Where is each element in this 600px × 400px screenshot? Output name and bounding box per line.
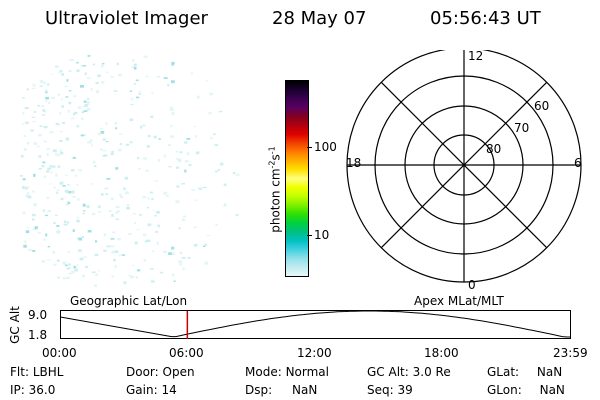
altitude-curve bbox=[60, 310, 571, 338]
polar-plot: 12 18 6 0 60 70 80 bbox=[346, 50, 582, 292]
info-seq: Seq: 39 bbox=[367, 383, 413, 397]
colorbar-label: photon cm-2s-1 bbox=[268, 115, 283, 265]
colorbar-tick-10 bbox=[307, 235, 312, 236]
gcalt-value: 3.0 Re bbox=[412, 365, 451, 379]
colorbar-tick-100 bbox=[307, 147, 312, 148]
timeline-right-label: Apex MLat/MLT bbox=[414, 294, 504, 308]
info-ip: IP: 36.0 bbox=[10, 383, 55, 397]
timeline-tick-1800: 18:00 bbox=[424, 346, 459, 360]
colorbar-label-s: s bbox=[268, 154, 283, 161]
gain-value: 14 bbox=[161, 383, 177, 397]
date-label: 28 May 07 bbox=[272, 8, 367, 29]
glon-label: GLon: bbox=[487, 383, 522, 397]
gcalt-label: GC Alt: bbox=[367, 365, 409, 379]
ip-value: 36.0 bbox=[28, 383, 56, 397]
door-label: Door: bbox=[126, 365, 159, 379]
colorbar-tick-label-10: 10 bbox=[314, 228, 330, 242]
colorbar-gradient bbox=[286, 81, 308, 276]
polar-line-diag2 bbox=[380, 81, 548, 249]
info-dsp: Dsp: NaN bbox=[245, 383, 317, 397]
mlt-label-6: 6 bbox=[574, 156, 582, 170]
ip-label: IP: bbox=[10, 383, 25, 397]
door-value: Open bbox=[162, 365, 195, 379]
info-gain: Gain: 14 bbox=[126, 383, 177, 397]
timeline-y-bottom: 1.8 bbox=[28, 328, 48, 342]
mlt-label-0: 0 bbox=[468, 278, 476, 292]
timeline-y-top: 9.0 bbox=[28, 308, 48, 322]
colorbar bbox=[285, 80, 309, 277]
colorbar-tick-label-100: 100 bbox=[314, 140, 337, 154]
colorbar-label-exp2: -1 bbox=[267, 146, 277, 155]
mlt-label-18: 18 bbox=[346, 156, 361, 170]
seq-value: 39 bbox=[397, 383, 413, 397]
emission-speckles bbox=[20, 55, 240, 288]
timeline-left-label: Geographic Lat/Lon bbox=[70, 294, 188, 308]
mode-value: Normal bbox=[285, 365, 329, 379]
timeline-tick-0600: 06:00 bbox=[169, 346, 204, 360]
auroral-image bbox=[20, 55, 240, 288]
lat-label-60: 60 bbox=[534, 99, 549, 113]
dsp-value: NaN bbox=[291, 383, 318, 397]
dsp-label: Dsp: bbox=[245, 383, 273, 397]
colorbar-label-exp1: -2 bbox=[267, 160, 277, 169]
info-mode: Mode: Normal bbox=[245, 365, 329, 379]
lat-label-70: 70 bbox=[514, 121, 529, 135]
timeline-plot bbox=[60, 310, 571, 339]
mlt-label-12: 12 bbox=[468, 50, 483, 63]
timeline-tick-2359: 23:59 bbox=[553, 346, 588, 360]
info-door: Door: Open bbox=[126, 365, 195, 379]
gain-label: Gain: bbox=[126, 383, 158, 397]
timeline-frame bbox=[60, 310, 571, 339]
glat-value: NaN bbox=[536, 365, 563, 379]
colorbar-label-unit: photon cm bbox=[268, 168, 283, 233]
info-glon: GLon: NaN bbox=[487, 383, 565, 397]
timeline-tick-0000: 00:00 bbox=[42, 346, 77, 360]
time-label: 05:56:43 UT bbox=[430, 8, 541, 29]
instrument-title: Ultraviolet Imager bbox=[45, 8, 208, 29]
info-flt: Flt: LBHL bbox=[10, 365, 63, 379]
timeline-axis-title: GC Alt bbox=[8, 306, 22, 344]
info-glat: GLat: NaN bbox=[487, 365, 562, 379]
lat-label-80: 80 bbox=[486, 142, 501, 156]
timeline-tick-1200: 12:00 bbox=[297, 346, 332, 360]
seq-label: Seq: bbox=[367, 383, 394, 397]
flt-label: Flt: bbox=[10, 365, 29, 379]
flt-value: LBHL bbox=[32, 365, 64, 379]
mode-label: Mode: bbox=[245, 365, 282, 379]
info-gcalt: GC Alt: 3.0 Re bbox=[367, 365, 451, 379]
glon-value: NaN bbox=[539, 383, 565, 397]
glat-label: GLat: bbox=[487, 365, 520, 379]
